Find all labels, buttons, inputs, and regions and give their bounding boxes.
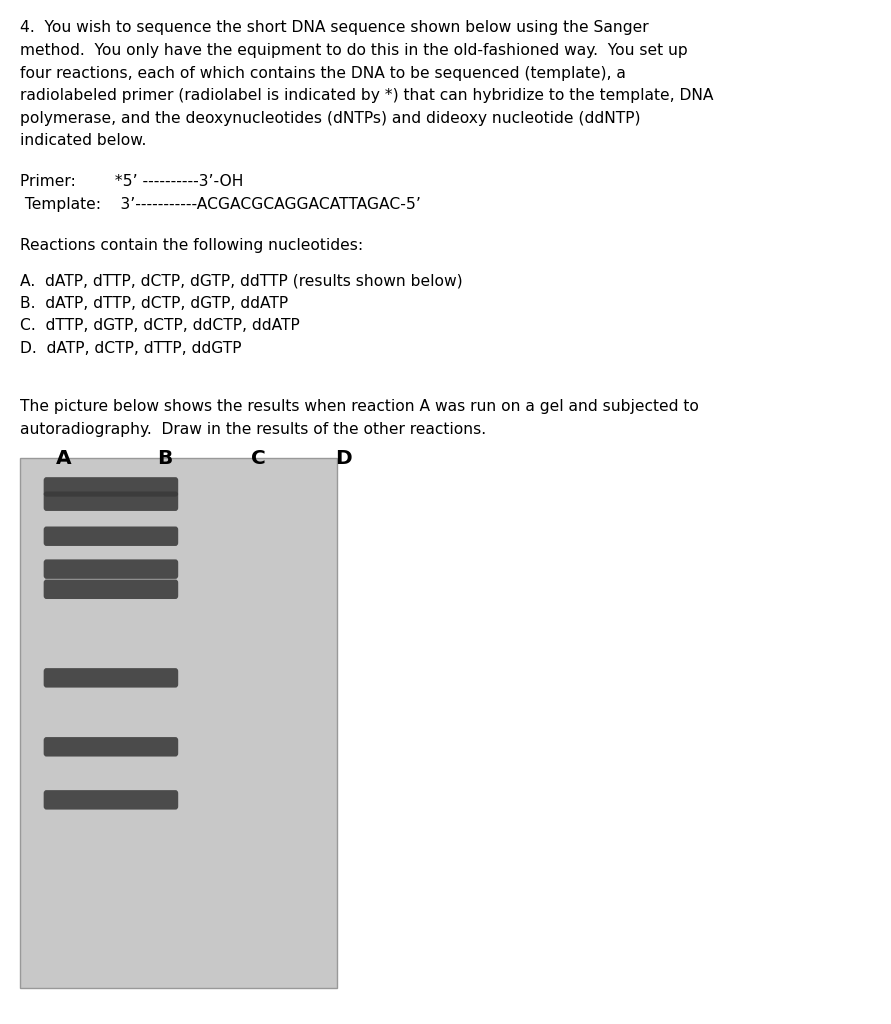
Text: Primer:        *5’ ----------3’-OH: Primer: *5’ ----------3’-OH [20,174,243,189]
Text: The picture below shows the results when reaction A was run on a gel and subject: The picture below shows the results when… [20,399,699,415]
Text: A.  dATP, dTTP, dCTP, dGTP, ddTTP (results shown below): A. dATP, dTTP, dCTP, dGTP, ddTTP (result… [20,273,462,289]
Text: B.  dATP, dTTP, dCTP, dGTP, ddATP: B. dATP, dTTP, dCTP, dGTP, ddATP [20,296,288,311]
Text: method.  You only have the equipment to do this in the old-fashioned way.  You s: method. You only have the equipment to d… [20,43,687,58]
Text: C: C [251,449,266,468]
FancyBboxPatch shape [44,580,178,599]
Text: 4.  You wish to sequence the short DNA sequence shown below using the Sanger: 4. You wish to sequence the short DNA se… [20,20,649,36]
Text: radiolabeled primer (radiolabel is indicated by *) that can hybridize to the tem: radiolabeled primer (radiolabel is indic… [20,88,713,103]
FancyBboxPatch shape [44,791,178,810]
Text: autoradiography.  Draw in the results of the other reactions.: autoradiography. Draw in the results of … [20,422,486,437]
FancyBboxPatch shape [44,559,178,579]
Text: polymerase, and the deoxynucleotides (dNTPs) and dideoxy nucleotide (ddNTP): polymerase, and the deoxynucleotides (dN… [20,111,640,126]
Text: A: A [56,449,72,468]
FancyBboxPatch shape [44,668,178,687]
FancyBboxPatch shape [44,477,178,497]
FancyBboxPatch shape [44,492,178,511]
Text: Reactions contain the following nucleotides:: Reactions contain the following nucleoti… [20,238,363,253]
Text: B: B [157,449,173,468]
Text: C.  dTTP, dGTP, dCTP, ddCTP, ddATP: C. dTTP, dGTP, dCTP, ddCTP, ddATP [20,318,299,334]
FancyBboxPatch shape [44,737,178,757]
Bar [20,458,337,988]
FancyBboxPatch shape [44,526,178,546]
Text: D: D [335,449,351,468]
Text: D.  dATP, dCTP, dTTP, ddGTP: D. dATP, dCTP, dTTP, ddGTP [20,341,241,356]
Text: indicated below.: indicated below. [20,133,146,148]
Text: Template:    3’-----------ACGACGCAGGACATTAGAC-5’: Template: 3’-----------ACGACGCAGGACATTAG… [20,197,421,212]
Text: four reactions, each of which contains the DNA to be sequenced (template), a: four reactions, each of which contains t… [20,66,625,81]
